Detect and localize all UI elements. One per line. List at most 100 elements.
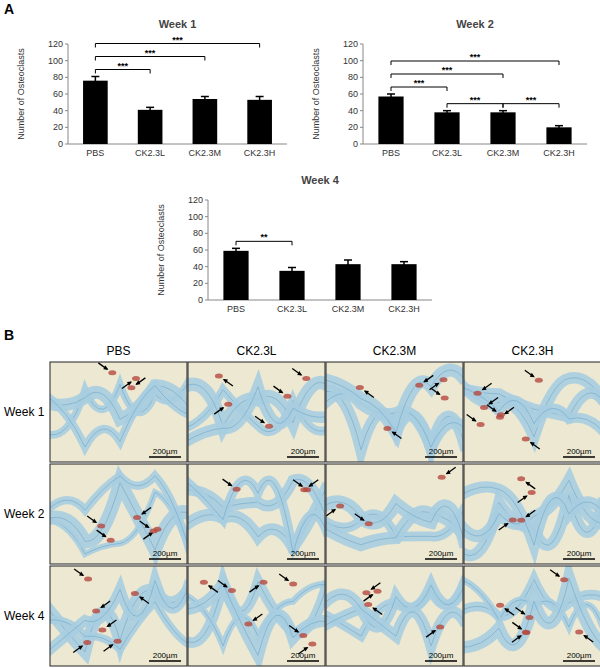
scale-bar-label: 200µm — [153, 549, 178, 558]
category-label: PBS — [227, 304, 245, 314]
bar — [83, 81, 108, 144]
bone-edge — [326, 502, 463, 547]
tick — [65, 77, 68, 78]
arrow — [426, 631, 435, 638]
stained-cell — [383, 426, 391, 431]
error-cap — [232, 248, 240, 250]
tick — [360, 144, 363, 145]
arrow-head — [504, 608, 509, 613]
arrow-head — [391, 432, 396, 437]
stained-cell — [517, 476, 525, 481]
scale-bar-label: 200µm — [429, 651, 454, 660]
bone-tissue — [326, 370, 463, 432]
tick-label: 40 — [348, 106, 358, 116]
stained-cell — [517, 518, 525, 523]
stained-cell — [84, 577, 92, 582]
arrow — [526, 510, 535, 516]
tick-label: 120 — [188, 195, 203, 205]
micrograph-frame — [50, 566, 187, 666]
stained-cell — [438, 475, 446, 480]
arrow-head — [525, 513, 530, 518]
stained-cell — [302, 376, 310, 381]
error-bar — [146, 107, 154, 112]
arrow-head — [504, 410, 509, 415]
arrow-head — [364, 391, 369, 396]
arrow — [525, 370, 534, 377]
significance-label: *** — [442, 65, 453, 75]
arrow-head — [102, 533, 107, 538]
tick-label: 60 — [53, 89, 63, 99]
significance-label: *** — [117, 61, 128, 71]
arrow-head — [504, 523, 509, 528]
bone-edge — [464, 378, 600, 437]
stained-cell — [440, 377, 448, 382]
tick-label: 40 — [193, 262, 203, 272]
arrow-head — [103, 365, 108, 370]
scale-bar — [149, 558, 181, 560]
arrow-head — [228, 482, 233, 487]
error-cap — [555, 125, 563, 127]
micrograph-frame — [464, 464, 600, 564]
micrograph-frame — [188, 464, 325, 564]
arrow — [97, 530, 106, 537]
significance-label: ** — [260, 232, 268, 242]
tick-label: 120 — [343, 39, 358, 49]
tick — [360, 44, 363, 45]
tick-label: 100 — [48, 56, 63, 66]
arrow-head — [252, 616, 257, 621]
significance-label: *** — [470, 52, 481, 62]
micrograph: 200µm — [321, 566, 466, 666]
arrow — [73, 646, 82, 653]
arrow — [365, 391, 374, 398]
arrow-head — [145, 524, 150, 529]
stained-cell — [283, 394, 291, 399]
tick — [65, 94, 68, 95]
tick — [65, 44, 68, 45]
stained-cell — [560, 577, 568, 582]
stained-cell — [528, 490, 536, 495]
tick — [205, 233, 208, 234]
error-cap — [288, 267, 296, 269]
micrograph-content — [50, 362, 187, 462]
stained-cell — [373, 589, 381, 594]
category-label: CK2.3L — [277, 304, 307, 314]
tick-label: 80 — [348, 72, 358, 82]
micrograph-content — [326, 566, 463, 666]
tick — [360, 94, 363, 95]
micrograph-frame — [326, 464, 463, 564]
tick — [360, 127, 363, 128]
stained-cell — [522, 630, 530, 635]
stained-cell — [259, 580, 267, 585]
arrow-head — [530, 442, 535, 447]
stained-cell — [98, 627, 106, 632]
chart: Week 2Number of Osteoclasts0204060801001… — [311, 18, 587, 158]
error-cap — [443, 110, 451, 112]
significance-label: *** — [172, 35, 183, 45]
bone-tissue — [50, 581, 187, 654]
micrograph: 200µm — [45, 464, 190, 564]
arrow-head — [106, 622, 111, 627]
significance-label: *** — [526, 95, 537, 105]
bone-tissue — [464, 378, 600, 437]
scale-bar-label: 200µm — [291, 651, 316, 660]
bone-edge — [326, 594, 463, 646]
scale-bar-label: 200µm — [153, 447, 178, 456]
micrograph-content — [326, 464, 463, 564]
stained-cell — [526, 615, 534, 620]
micrograph-frame — [464, 362, 600, 462]
error-bar — [499, 111, 507, 114]
micrograph-content — [188, 464, 325, 564]
stained-cell — [415, 383, 423, 388]
arrow — [218, 580, 227, 587]
arrow-head — [284, 576, 289, 581]
arrow-head — [141, 510, 146, 515]
stained-cell — [233, 487, 241, 492]
tick-label: 80 — [53, 72, 63, 82]
scale-bar-label: 200µm — [429, 549, 454, 558]
tick-label: 60 — [348, 89, 358, 99]
error-cap — [201, 96, 209, 98]
bone-edge — [188, 584, 325, 656]
chart-title: Week 2 — [456, 18, 494, 30]
bar — [138, 110, 163, 144]
stained-cell — [265, 424, 273, 429]
